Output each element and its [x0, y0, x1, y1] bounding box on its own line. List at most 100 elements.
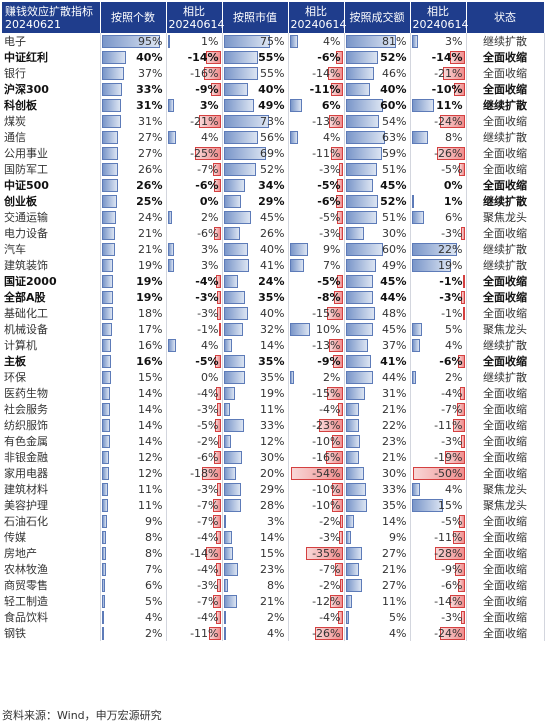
count-cell: 18%: [100, 305, 167, 321]
mcap-change-cell-bar: [326, 386, 343, 400]
mcap-change-cell-bar: [318, 418, 343, 432]
count-change-cell: -25%: [166, 145, 223, 161]
count-cell-value: 6%: [145, 578, 163, 592]
turnover-cell-bar: [345, 114, 379, 128]
mcap-cell-bar: [223, 114, 269, 128]
mcap-change-cell: -14%: [288, 65, 345, 81]
mcap-change-cell: -4%: [288, 401, 345, 417]
mcap-change-cell-value: -7%: [319, 562, 341, 576]
count-change-cell: -4%: [166, 609, 223, 625]
mcap-cell-bar: [223, 434, 231, 448]
mcap-cell-value: 2%: [267, 610, 285, 624]
turnover-change-cell-value: 5%: [445, 322, 463, 336]
row-label: 非银金融: [2, 449, 101, 465]
turnover-cell-bar: [345, 402, 359, 416]
row-label: 科创板: [2, 97, 101, 113]
turnover-change-cell: -28%: [410, 545, 467, 561]
mcap-cell-value: 73%: [260, 114, 285, 128]
count-change-cell-bar: [209, 626, 221, 640]
count-change-cell-value: -3%: [197, 306, 219, 320]
mcap-change-cell-bar: [336, 50, 343, 64]
count-change-cell: -7%: [166, 161, 223, 177]
turnover-cell-value: 30%: [382, 226, 407, 240]
mcap-change-cell: -10%: [288, 481, 345, 497]
mcap-cell-bar: [223, 98, 254, 112]
turnover-cell-value: 81%: [382, 34, 407, 48]
mcap-change-cell-value: -2%: [319, 578, 341, 592]
count-cell-value: 19%: [136, 274, 163, 288]
header-indicator: 赚钱效应扩散指标 20240621: [2, 2, 101, 33]
turnover-cell-bar: [345, 34, 396, 48]
mcap-cell: 55%: [222, 65, 289, 81]
status-cell: 聚焦龙头: [466, 209, 545, 225]
turnover-cell: 60%: [344, 97, 411, 113]
turnover-cell: 51%: [344, 209, 411, 225]
turnover-change-cell-value: -28%: [434, 546, 463, 560]
turnover-cell-value: 22%: [382, 418, 407, 432]
turnover-cell: 23%: [344, 433, 411, 449]
turnover-cell-value: 37%: [382, 338, 407, 352]
count-cell: 21%: [100, 225, 167, 241]
status-cell: 聚焦龙头: [466, 481, 545, 497]
count-cell-value: 8%: [145, 530, 163, 544]
turnover-change-cell-bar: [459, 162, 465, 176]
status-cell: 继续扩散: [466, 97, 545, 113]
count-cell: 31%: [100, 113, 167, 129]
mcap-change-cell-bar: [289, 258, 305, 272]
mcap-cell-value: 52%: [260, 162, 285, 176]
turnover-change-cell: -5%: [410, 513, 467, 529]
count-cell-bar: [101, 370, 111, 384]
row-label: 电力设备: [2, 225, 101, 241]
turnover-change-cell: 22%: [410, 241, 467, 257]
mcap-cell: 3%: [222, 513, 289, 529]
count-cell-value: 12%: [138, 450, 163, 464]
turnover-change-cell: -10%: [410, 81, 467, 97]
mcap-cell: 34%: [222, 177, 289, 193]
table-row: 环保 15% 0% 35% 2% 44% 2% 继续扩散: [2, 369, 545, 385]
turnover-cell-value: 63%: [382, 130, 407, 144]
count-cell-bar: [101, 146, 119, 160]
mcap-cell-bar: [223, 594, 237, 608]
count-change-cell-value: -7%: [197, 162, 219, 176]
status-cell: 全面收缩: [466, 289, 545, 305]
mcap-change-cell: 9%: [288, 241, 345, 257]
turnover-cell-value: 5%: [389, 610, 407, 624]
count-change-cell-bar: [215, 418, 221, 432]
mcap-cell: 40%: [222, 241, 289, 257]
count-cell-value: 25%: [136, 194, 163, 208]
turnover-change-cell-bar: [457, 402, 465, 416]
count-change-cell-bar: [213, 514, 221, 528]
mcap-change-cell-bar: [289, 130, 298, 144]
mcap-cell-bar: [223, 322, 244, 336]
turnover-cell-bar: [345, 98, 383, 112]
turnover-cell-bar: [345, 130, 385, 144]
status-cell: 继续扩散: [466, 369, 545, 385]
count-cell: 11%: [100, 497, 167, 513]
mcap-change-cell: -16%: [288, 449, 345, 465]
count-change-cell-bar: [218, 434, 221, 448]
mcap-cell-value: 45%: [260, 210, 285, 224]
count-cell-value: 19%: [138, 258, 163, 272]
row-label: 汽车: [2, 241, 101, 257]
mcap-cell: 33%: [222, 417, 289, 433]
mcap-change-cell: -2%: [288, 577, 345, 593]
mcap-cell-bar: [223, 386, 236, 400]
mcap-change-cell: -3%: [288, 161, 345, 177]
turnover-change-cell-bar: [442, 66, 465, 80]
turnover-cell-value: 27%: [382, 546, 407, 560]
table-row: 社会服务 14% -3% 11% -4% 21% -7% 全面收缩: [2, 401, 545, 417]
turnover-cell-bar: [345, 82, 371, 96]
count-change-cell: -7%: [166, 497, 223, 513]
turnover-change-cell-value: -6%: [441, 578, 463, 592]
turnover-cell: 63%: [344, 129, 411, 145]
turnover-change-cell: 3%: [410, 33, 467, 49]
count-cell: 8%: [100, 545, 167, 561]
count-change-cell: -7%: [166, 513, 223, 529]
status-cell: 全面收缩: [466, 593, 545, 609]
turnover-cell-value: 21%: [382, 450, 407, 464]
count-cell: 26%: [100, 161, 167, 177]
mcap-change-cell-bar: [327, 66, 343, 80]
count-change-cell-value: -3%: [197, 402, 219, 416]
table-row: 美容护理 11% -7% 28% -10% 35% 15% 聚焦龙头: [2, 497, 545, 513]
mcap-change-cell: -10%: [288, 497, 345, 513]
